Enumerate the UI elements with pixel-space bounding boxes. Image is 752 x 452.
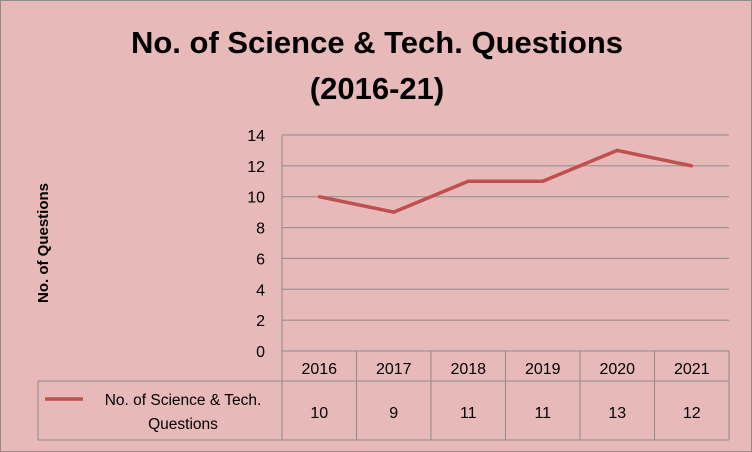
- x-tick-label: 2017: [376, 361, 412, 378]
- y-axis-ticks: 0 2 4 6 8 10 12 14: [247, 128, 265, 361]
- y-axis-label: No. of Questions: [35, 183, 52, 303]
- x-tick-label: 2020: [599, 361, 635, 378]
- y-tick-label: 10: [247, 190, 265, 207]
- table-cell-value: 12: [683, 405, 701, 422]
- legend-label-line1: No. of Science & Tech.: [105, 392, 262, 409]
- table-cell-value: 11: [460, 405, 477, 422]
- y-tick-label: 6: [256, 251, 265, 268]
- chart-title-line2: (2016-21): [310, 71, 444, 106]
- series-line-layer: [317, 148, 694, 214]
- data-point: [690, 164, 694, 168]
- y-tick-label: 12: [247, 159, 265, 176]
- x-tick-label: 2016: [301, 361, 337, 378]
- chart-title-line1: No. of Science & Tech. Questions: [131, 25, 623, 60]
- table-cell-value: 10: [310, 405, 328, 422]
- data-point: [541, 179, 545, 183]
- data-point: [615, 148, 619, 152]
- y-tick-label: 14: [247, 128, 265, 145]
- x-tick-label: 2021: [674, 361, 710, 378]
- series-line: [318, 148, 693, 214]
- y-tick-label: 2: [256, 313, 265, 330]
- table-cell-value: 11: [534, 405, 551, 422]
- y-tick-label: 8: [256, 221, 265, 238]
- x-tick-label: 2019: [525, 361, 561, 378]
- legend-label-line2: Questions: [148, 416, 218, 433]
- data-table: 2016 10 2017 9 2018 11 2019 11 2020 13 2021 12: [37, 350, 730, 441]
- table-cell-value: 9: [389, 405, 398, 422]
- data-point: [466, 179, 470, 183]
- data-point: [392, 210, 396, 214]
- data-point: [317, 195, 321, 199]
- gridlines: [281, 134, 729, 352]
- table-cell-value: 13: [608, 405, 626, 422]
- y-tick-label: 0: [256, 344, 265, 361]
- x-tick-label: 2018: [450, 361, 486, 378]
- y-tick-label: 4: [256, 282, 265, 299]
- legend: No. of Science & Tech. Questions: [45, 392, 261, 433]
